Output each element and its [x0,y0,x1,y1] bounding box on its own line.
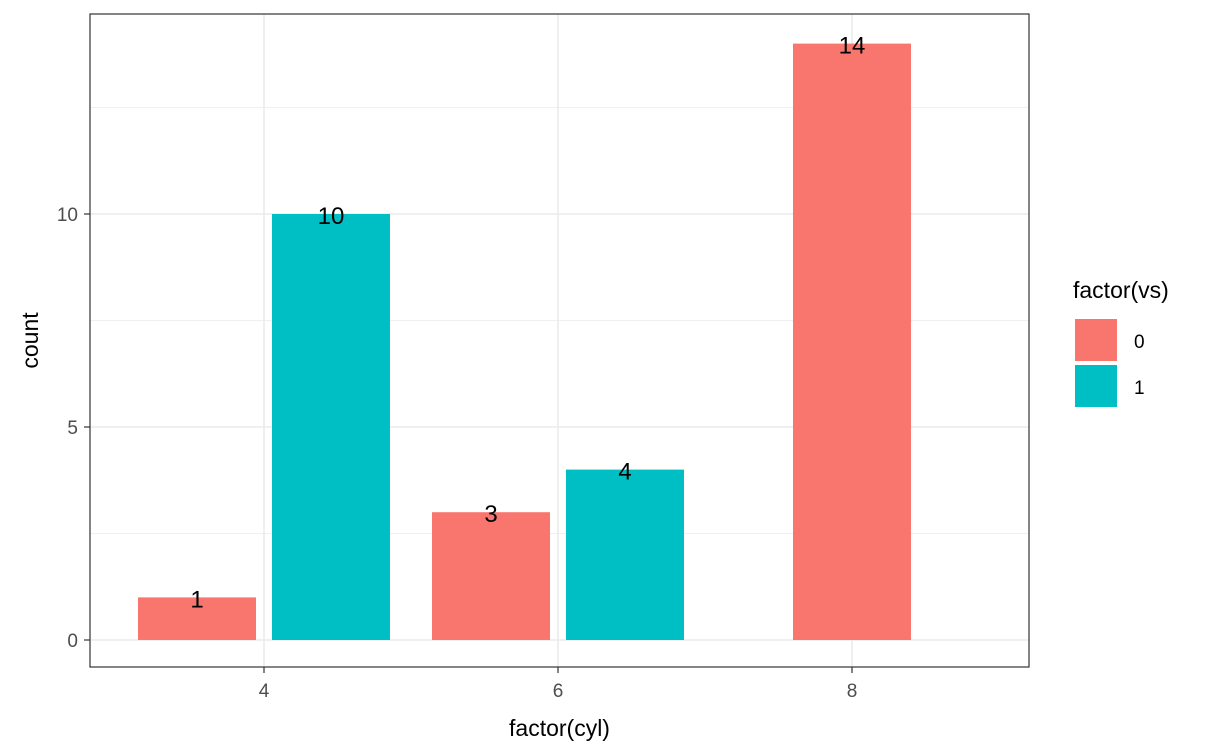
data-label-4-vs1: 10 [318,203,345,230]
axes: 0 5 10 4 6 8 [57,205,857,702]
bar-6-vs1 [566,469,684,640]
legend-key-0 [1075,319,1117,361]
plot-panel-border [89,13,1030,668]
data-labels: 1 10 3 4 14 [190,33,865,614]
data-label-8-vs0: 14 [839,33,866,60]
y-axis-title: count [17,312,43,369]
legend-key-1 [1075,365,1117,407]
bar-8-vs0 [793,43,911,641]
data-label-6-vs1: 4 [618,459,631,486]
x-tick-label: 4 [259,681,270,702]
legend-label-0: 0 [1134,332,1145,353]
legend: factor(vs) 0 1 [1073,277,1169,407]
y-tick-label: 0 [67,631,78,652]
legend-label-1: 1 [1134,378,1145,399]
legend-title: factor(vs) [1073,277,1169,303]
y-tick-label: 10 [57,205,78,226]
x-tick-label: 8 [847,681,858,702]
data-label-6-vs0: 3 [484,501,497,528]
bar-4-vs0 [138,597,256,640]
x-axis-title: factor(cyl) [509,715,610,741]
bar-4-vs1 [272,214,390,640]
bars [138,43,911,641]
x-tick-label: 6 [553,681,564,702]
bar-6-vs0 [432,512,550,640]
y-tick-label: 5 [67,418,78,439]
data-label-4-vs0: 1 [190,586,203,613]
